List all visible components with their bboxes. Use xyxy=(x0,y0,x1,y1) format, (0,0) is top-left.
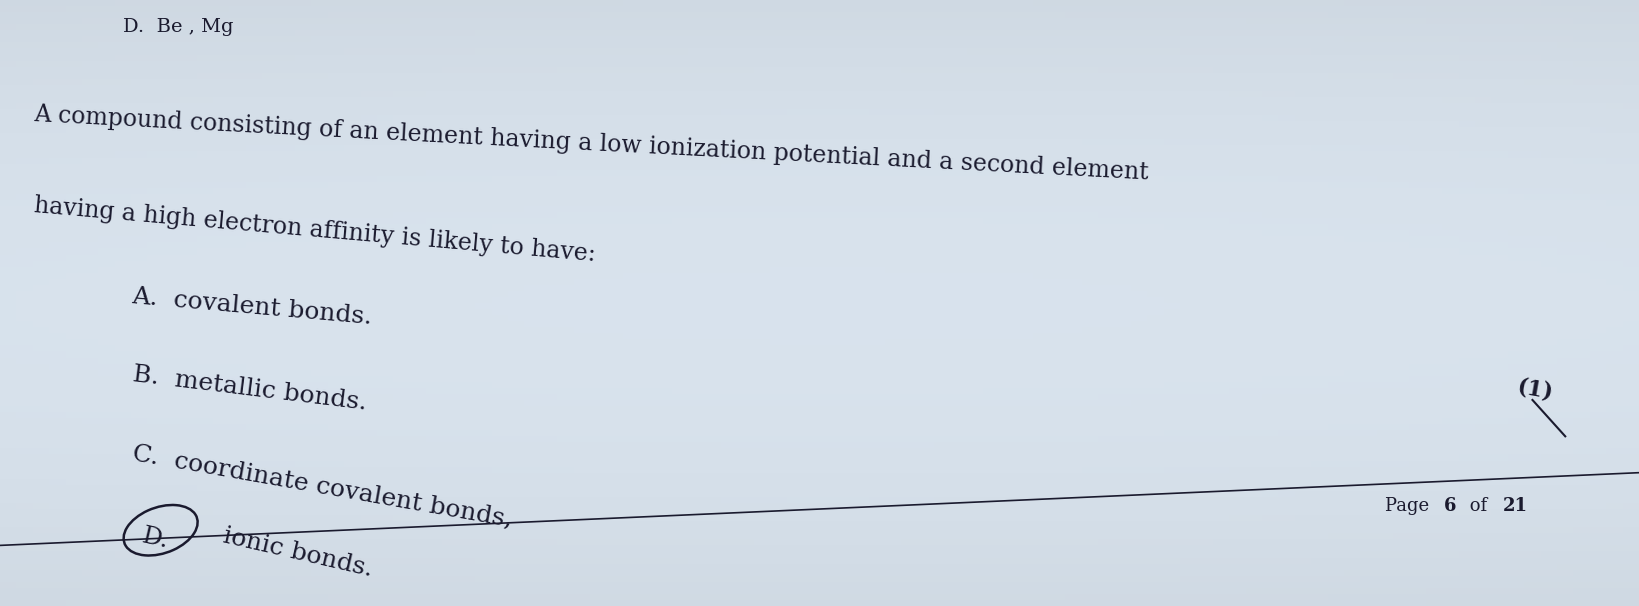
Text: having a high electron affinity is likely to have:: having a high electron affinity is likel… xyxy=(33,194,597,266)
Text: of: of xyxy=(1464,497,1493,515)
Text: (1): (1) xyxy=(1516,376,1555,404)
Text: B.  metallic bonds.: B. metallic bonds. xyxy=(131,364,367,415)
Text: A compound consisting of an element having a low ionization potential and a seco: A compound consisting of an element havi… xyxy=(33,103,1149,184)
Text: C.  coordinate covalent bonds,: C. coordinate covalent bonds, xyxy=(131,442,515,532)
Text: D.: D. xyxy=(139,524,170,553)
Text: 21: 21 xyxy=(1503,497,1528,515)
Text: Page: Page xyxy=(1385,497,1434,515)
Text: D.  Be , Mg: D. Be , Mg xyxy=(123,18,233,36)
Text: ionic bonds.: ionic bonds. xyxy=(221,524,375,581)
Text: A.  covalent bonds.: A. covalent bonds. xyxy=(131,285,374,329)
Text: 6: 6 xyxy=(1444,497,1457,515)
